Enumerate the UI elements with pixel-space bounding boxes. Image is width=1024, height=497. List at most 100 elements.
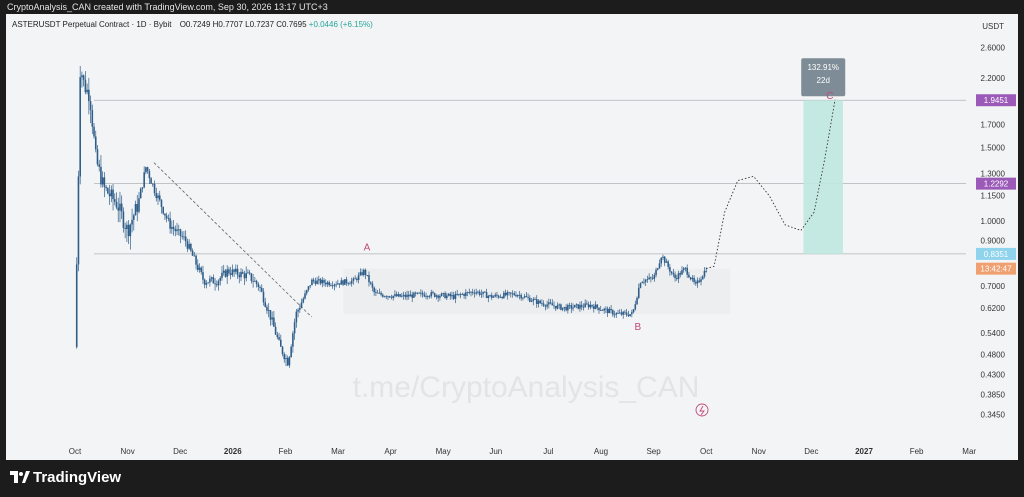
candle-body	[366, 275, 369, 276]
candle-body	[200, 267, 203, 273]
candle-body	[338, 283, 341, 285]
candle-body	[696, 280, 699, 284]
y-tick-label: 0.7000	[981, 282, 1006, 291]
candle-body	[426, 296, 429, 297]
candle-body	[126, 224, 128, 229]
candle-body	[485, 292, 488, 298]
candle-body	[262, 291, 265, 303]
price-chart[interactable]: t.me/CryptoAnalysis_CAN 132.91% 22d A B C 2.60…	[6, 14, 1018, 460]
candle-body	[273, 317, 275, 327]
candle-body	[471, 291, 474, 293]
descending-trendline[interactable]	[153, 162, 312, 318]
candle-body	[637, 287, 640, 298]
candle-body	[509, 292, 512, 294]
candle-body	[463, 294, 465, 296]
ohlc-low: L0.7237	[245, 20, 275, 29]
price-tag[interactable]	[976, 262, 1016, 275]
candle-body	[305, 290, 308, 294]
candle-body	[143, 172, 145, 188]
candle-body	[328, 282, 331, 286]
candle-body	[484, 291, 486, 293]
currency-unit: USDT	[982, 22, 1004, 31]
target-box[interactable]	[803, 100, 843, 254]
candle-body	[407, 294, 410, 297]
candle-body	[541, 303, 543, 304]
candle-body	[357, 274, 360, 281]
candle-body	[235, 268, 237, 272]
wave-label-b: B	[634, 322, 641, 333]
tradingview-logo-icon[interactable]	[10, 469, 30, 485]
candle-body	[146, 167, 149, 172]
candle-body	[385, 296, 388, 298]
x-tick-label: Oct	[69, 447, 82, 456]
candle-body	[252, 280, 254, 282]
candle-body	[221, 272, 223, 278]
x-tick-label: 2026	[224, 447, 242, 456]
candle-body	[627, 314, 630, 317]
candle-body	[395, 294, 398, 297]
candle-body	[416, 292, 419, 294]
x-tick-label: Jun	[489, 447, 502, 456]
candle-body	[402, 294, 405, 296]
price-tag[interactable]	[976, 247, 1016, 260]
price-tag[interactable]	[976, 94, 1016, 107]
ohlc-change: +0.0446 (+6.15%)	[308, 20, 373, 29]
candle-body	[650, 277, 652, 279]
x-tick-label: Sep	[646, 447, 661, 456]
candle-body	[311, 279, 313, 286]
candle-body	[193, 255, 196, 257]
candle-body	[624, 311, 626, 313]
candle-body	[446, 295, 448, 299]
candle-body	[477, 291, 479, 293]
candle-body	[82, 75, 85, 80]
candle-body	[641, 282, 644, 284]
candle-body	[250, 273, 253, 281]
candle-body	[304, 293, 306, 299]
candle-body	[181, 235, 184, 237]
tradingview-brand[interactable]: TradingView	[33, 469, 122, 486]
candle-body	[548, 302, 550, 305]
candle-body	[380, 292, 382, 295]
candle-body	[171, 226, 173, 229]
price-tag[interactable]	[976, 177, 1016, 190]
candle-body	[248, 272, 251, 274]
symbol-title[interactable]: ASTERUSDT Perpetual Contract · 1D · Bybi…	[12, 20, 172, 29]
x-tick-label: Feb	[910, 447, 924, 456]
symbol-header: ASTERUSDT Perpetual Contract · 1D · Bybi…	[12, 20, 373, 29]
candle-body	[432, 292, 434, 294]
candle-body	[286, 358, 289, 366]
candle-body	[271, 317, 273, 320]
candle-body	[674, 274, 676, 279]
candle-body	[198, 267, 201, 270]
candle-body	[489, 295, 491, 297]
candle-body	[238, 274, 241, 278]
candle-body	[186, 241, 189, 249]
candle-body	[603, 308, 605, 311]
candle-body	[323, 279, 325, 283]
candle-body	[124, 227, 126, 229]
candle-body	[312, 279, 315, 282]
candle-body	[139, 188, 142, 199]
candle-body	[648, 277, 650, 280]
candle-body	[468, 292, 471, 293]
lightning-icon[interactable]	[695, 403, 709, 417]
candle-body	[497, 295, 500, 298]
y-tick-label: 0.3450	[981, 411, 1006, 420]
candle-body	[504, 292, 507, 296]
x-tick-label: Dec	[804, 447, 818, 456]
candle-body	[689, 277, 692, 280]
candle-body	[318, 279, 320, 281]
candle-body	[618, 312, 621, 314]
candle-body	[164, 213, 166, 216]
candle-body	[333, 284, 336, 287]
candle-body	[203, 279, 206, 285]
chart-area[interactable]: t.me/CryptoAnalysis_CAN 132.91% 22d A B C 2.60…	[6, 14, 1018, 460]
candle-body	[319, 279, 322, 284]
candle-body	[375, 292, 377, 294]
candle-body	[290, 346, 292, 357]
y-tick-label: 2.2000	[981, 74, 1006, 83]
candle-body	[293, 322, 296, 334]
candle-body	[295, 311, 298, 323]
candle-body	[364, 269, 367, 276]
